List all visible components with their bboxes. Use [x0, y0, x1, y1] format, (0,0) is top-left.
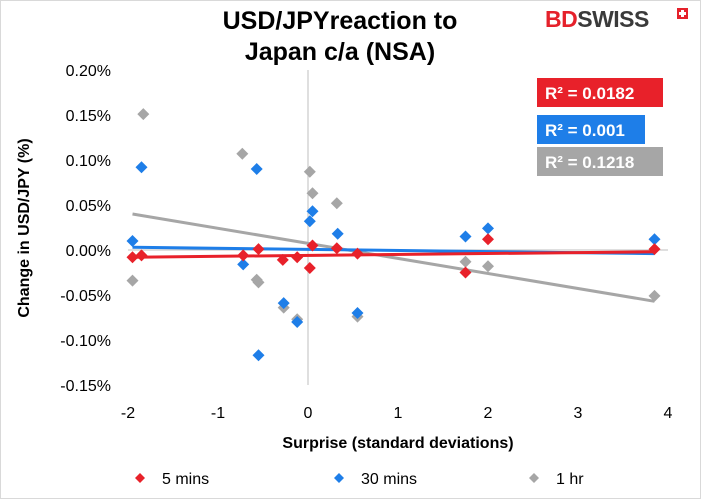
data-point-5-mins	[291, 251, 304, 264]
x-axis-title: Surprise (standard deviations)	[282, 435, 513, 452]
legend-label-2: 1 hr	[556, 471, 584, 488]
axes: 0.20% 0.15% 0.10% 0.05% 0.00% -0.05% -0.10% -0.…	[16, 63, 673, 452]
data-point-1-hr	[330, 197, 343, 210]
y-tick-label: 0.15%	[66, 108, 111, 125]
legend-label-0: 5 mins	[162, 471, 209, 488]
swiss-cross-icon	[677, 8, 688, 19]
chart-title-line1: USD/JPYreaction to	[222, 7, 458, 35]
r2-label-1: R² = 0.001	[545, 121, 625, 140]
brand-logo-bd: BD	[545, 6, 578, 32]
data-point-5-mins	[306, 239, 319, 252]
y-tick-label: 0.00%	[66, 243, 111, 260]
legend-marker-1	[334, 473, 344, 483]
data-point-30-mins	[459, 230, 472, 243]
data-point-30-mins	[277, 297, 290, 310]
data-point-30-mins	[291, 316, 304, 328]
x-tick-label: -2	[121, 405, 135, 422]
legend-label-1: 30 mins	[361, 471, 417, 488]
data-point-1-hr	[648, 289, 661, 302]
data-point-1-hr	[459, 255, 472, 268]
data-point-30-mins	[331, 227, 344, 240]
trendline-2	[132, 212, 655, 303]
brand-logo: BDSWISS	[545, 6, 649, 33]
y-tick-label: 0.20%	[66, 63, 111, 80]
data-point-5-mins	[237, 249, 250, 262]
data-point-1-hr	[236, 147, 249, 160]
data-point-30-mins	[351, 307, 364, 319]
legend: 5 mins 30 mins 1 hr	[135, 471, 584, 488]
y-tick-label: 0.05%	[66, 198, 111, 215]
legend-marker-0	[135, 473, 145, 483]
r2-label-0: R² = 0.0182	[545, 84, 634, 103]
data-point-1-hr	[306, 187, 319, 200]
data-point-1-hr	[482, 260, 494, 273]
data-point-30-mins	[303, 215, 316, 228]
trendline-0	[132, 250, 655, 259]
data-point-30-mins	[126, 235, 139, 247]
r2-annotations: R² = 0.0182 R² = 0.001 R² = 0.1218	[537, 78, 663, 176]
x-tick-label: 3	[574, 405, 583, 422]
data-point-5-mins	[252, 243, 265, 256]
data-point-5-mins	[135, 249, 148, 262]
data-point-5-mins	[482, 233, 494, 246]
data-point-30-mins	[250, 163, 263, 175]
chart-title: USD/JPYreaction to Japan c/a (NSA)	[180, 6, 500, 68]
y-tick-label: -0.05%	[60, 288, 111, 305]
data-point-30-mins	[482, 222, 494, 235]
r2-box-0	[537, 78, 663, 107]
brand-logo-swiss: SWISS	[577, 6, 649, 32]
y-axis-title: Change in USD/JPY (%)	[16, 138, 33, 317]
x-tick-label: 0	[304, 405, 313, 422]
data-point-5-mins	[459, 266, 472, 279]
data-point-1-hr	[252, 276, 265, 289]
legend-marker-2	[529, 473, 539, 483]
r2-label-2: R² = 0.1218	[545, 153, 634, 172]
data-point-30-mins	[648, 233, 661, 246]
trendlines	[132, 212, 655, 303]
data-point-30-mins	[237, 258, 250, 271]
x-tick-label: 1	[394, 405, 403, 422]
data-point-30-mins	[252, 349, 265, 362]
x-tick-label: 2	[484, 405, 493, 422]
data-point-5-mins	[648, 243, 661, 256]
r2-box-2	[537, 147, 663, 176]
data-point-5-mins	[330, 242, 343, 255]
data-point-30-mins	[306, 205, 319, 218]
x-tick-label: 4	[664, 405, 673, 422]
data-point-5-mins	[126, 251, 139, 264]
r2-box-1	[537, 115, 645, 144]
x-tick-label: -1	[211, 405, 225, 422]
data-point-1-hr	[126, 274, 139, 287]
data-point-5-mins	[303, 262, 316, 274]
chart-title-line2: Japan c/a (NSA)	[244, 38, 436, 66]
data-point-30-mins	[135, 161, 148, 174]
y-tick-label: -0.15%	[60, 378, 111, 395]
data-point-5-mins	[276, 253, 289, 266]
data-points	[126, 108, 661, 362]
data-point-5-mins	[351, 247, 364, 260]
data-point-1-hr	[303, 165, 316, 178]
data-point-1-hr	[137, 108, 150, 121]
y-tick-label: -0.10%	[60, 333, 111, 350]
y-tick-label: 0.10%	[66, 153, 111, 170]
